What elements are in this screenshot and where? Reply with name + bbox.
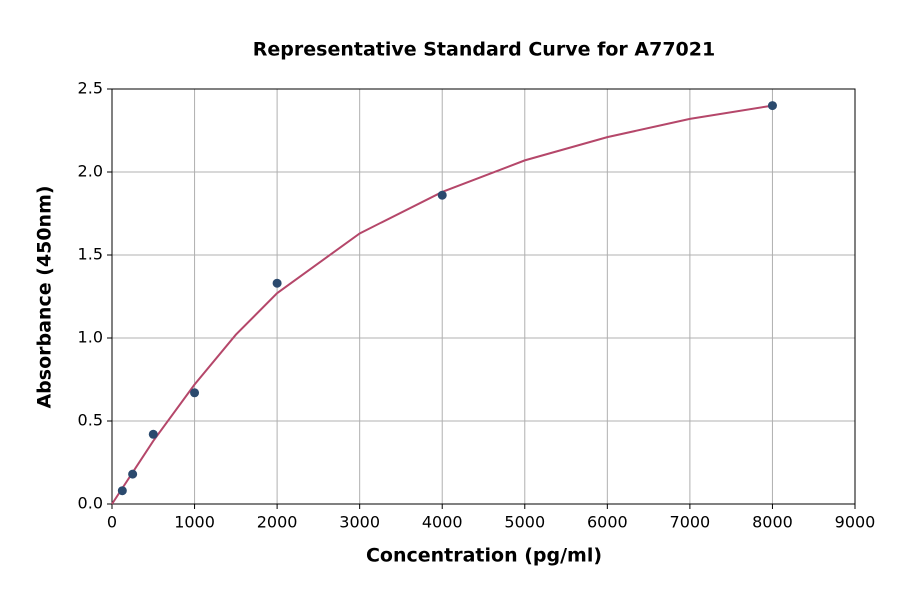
y-tick-label: 0.0 <box>78 494 103 513</box>
plot-frame <box>111 88 856 505</box>
x-tick-label: 7000 <box>670 513 711 532</box>
x-tick-label: 1000 <box>174 513 215 532</box>
x-axis-label: Concentration (pg/ml) <box>366 545 602 567</box>
data-point <box>117 486 127 496</box>
x-tick-label: 2000 <box>257 513 298 532</box>
data-point <box>190 388 200 398</box>
data-point <box>272 278 282 288</box>
y-tick-label: 2.5 <box>78 79 103 98</box>
fit-curve <box>111 104 773 505</box>
y-axis-label: Absorbance (450nm) <box>34 185 56 408</box>
x-tick-label: 3000 <box>339 513 380 532</box>
y-tick-label: 2.0 <box>78 162 103 181</box>
x-tick-label: 4000 <box>422 513 463 532</box>
y-tick-label: 1.0 <box>78 328 103 347</box>
x-tick-label: 0 <box>107 513 117 532</box>
x-tick-label: 9000 <box>835 513 876 532</box>
y-tick-label: 0.5 <box>78 411 103 430</box>
x-tick-label: 8000 <box>752 513 793 532</box>
chart-title: Representative Standard Curve for A77021 <box>253 39 715 61</box>
x-tick-label: 5000 <box>504 513 545 532</box>
data-point <box>128 469 138 479</box>
y-tick-label: 1.5 <box>78 245 103 264</box>
data-point <box>437 190 447 200</box>
x-tick-label: 6000 <box>587 513 628 532</box>
data-point <box>767 101 777 111</box>
data-point <box>148 429 158 439</box>
